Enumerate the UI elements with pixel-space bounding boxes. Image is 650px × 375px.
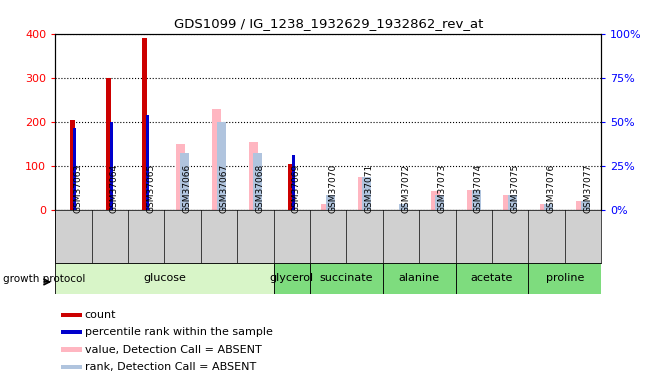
- Text: succinate: succinate: [320, 273, 373, 284]
- Bar: [288, 164, 293, 210]
- Text: GSM37072: GSM37072: [401, 164, 410, 213]
- Bar: [310, 262, 383, 294]
- Text: value, Detection Call = ABSENT: value, Detection Call = ABSENT: [84, 345, 261, 354]
- Bar: [60, 347, 82, 352]
- Bar: [110, 122, 112, 210]
- Bar: [216, 122, 226, 210]
- Bar: [358, 177, 367, 210]
- Text: alanine: alanine: [398, 273, 440, 284]
- Text: GSM37065: GSM37065: [146, 164, 155, 213]
- Text: GSM37069: GSM37069: [292, 164, 301, 213]
- Text: proline: proline: [545, 273, 584, 284]
- Text: GSM37074: GSM37074: [474, 164, 483, 213]
- Bar: [467, 190, 476, 210]
- Bar: [106, 78, 111, 210]
- Text: GSM37077: GSM37077: [583, 164, 592, 213]
- Bar: [508, 195, 517, 210]
- Bar: [142, 38, 148, 210]
- Text: GSM37076: GSM37076: [547, 164, 556, 213]
- Bar: [146, 115, 149, 210]
- Bar: [248, 142, 257, 210]
- Bar: [274, 262, 310, 294]
- Bar: [60, 330, 82, 334]
- Text: GSM37068: GSM37068: [255, 164, 265, 213]
- Text: rank, Detection Call = ABSENT: rank, Detection Call = ABSENT: [84, 362, 256, 372]
- Text: GSM37066: GSM37066: [183, 164, 192, 213]
- Text: growth protocol: growth protocol: [3, 274, 86, 284]
- Text: GSM37073: GSM37073: [437, 164, 447, 213]
- Bar: [292, 155, 294, 210]
- Bar: [540, 204, 549, 210]
- Bar: [321, 204, 331, 210]
- Text: percentile rank within the sample: percentile rank within the sample: [84, 327, 272, 337]
- Text: acetate: acetate: [471, 273, 514, 284]
- Text: GSM37071: GSM37071: [365, 164, 374, 213]
- Bar: [456, 262, 528, 294]
- Text: glucose: glucose: [143, 273, 186, 284]
- Bar: [254, 153, 263, 210]
- Bar: [73, 129, 76, 210]
- Bar: [55, 262, 274, 294]
- Bar: [430, 192, 439, 210]
- Bar: [398, 204, 408, 210]
- Bar: [581, 201, 590, 210]
- Text: GSM37070: GSM37070: [328, 164, 337, 213]
- Bar: [436, 195, 445, 210]
- Bar: [60, 364, 82, 369]
- Text: GSM37064: GSM37064: [110, 164, 119, 213]
- Bar: [363, 177, 372, 210]
- Bar: [503, 195, 512, 210]
- Bar: [60, 313, 82, 317]
- Bar: [577, 201, 586, 210]
- Bar: [528, 262, 601, 294]
- Bar: [176, 144, 185, 210]
- Text: GSM37067: GSM37067: [219, 164, 228, 213]
- Bar: [545, 204, 554, 210]
- Bar: [383, 262, 456, 294]
- Text: glycerol: glycerol: [270, 273, 314, 284]
- Text: GSM37075: GSM37075: [510, 164, 519, 213]
- Bar: [70, 120, 75, 210]
- Bar: [472, 190, 481, 210]
- Bar: [212, 109, 221, 210]
- Title: GDS1099 / IG_1238_1932629_1932862_rev_at: GDS1099 / IG_1238_1932629_1932862_rev_at: [174, 17, 483, 30]
- Bar: [181, 153, 190, 210]
- Text: GSM37063: GSM37063: [73, 164, 83, 213]
- Text: count: count: [84, 310, 116, 320]
- Bar: [326, 195, 335, 210]
